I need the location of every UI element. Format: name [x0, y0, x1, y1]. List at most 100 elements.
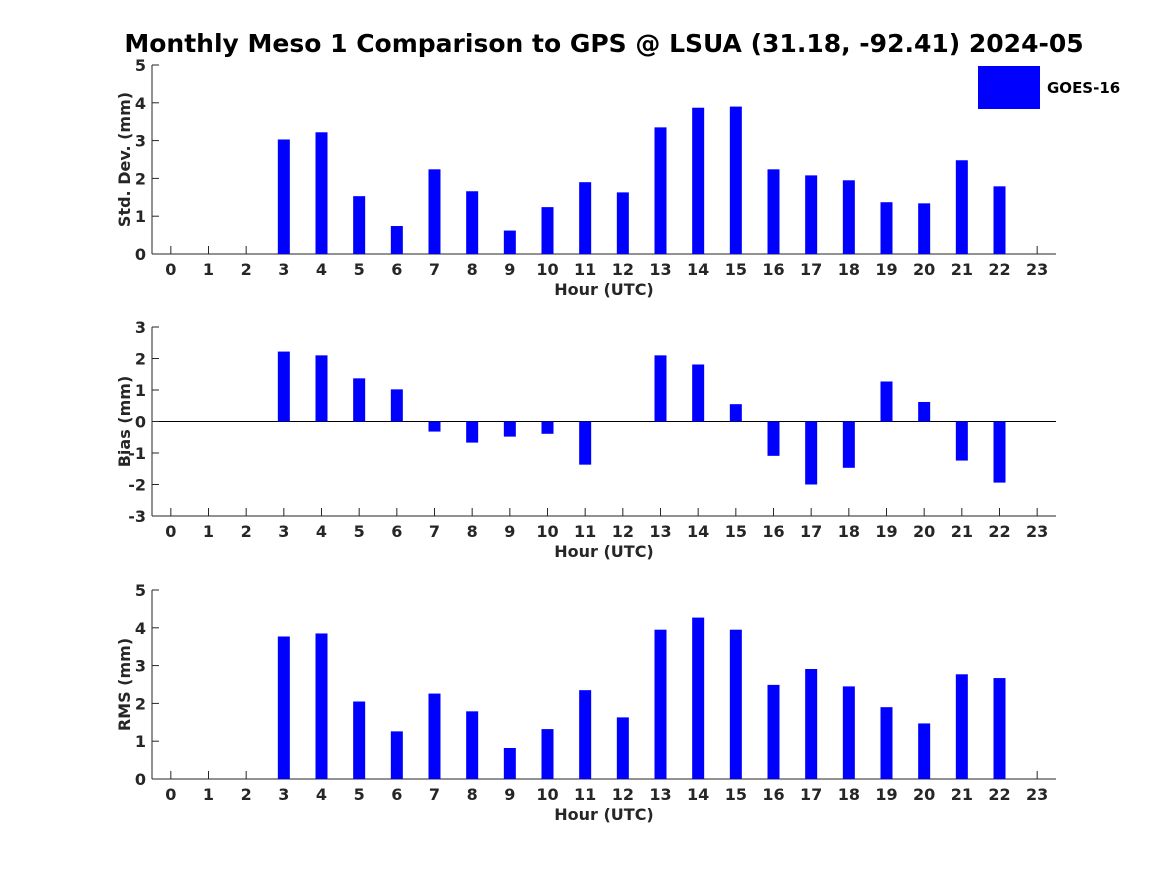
y-tick-label: 3 [135, 318, 146, 337]
x-tick-label: 4 [316, 785, 327, 804]
y-tick-label: 3 [135, 657, 146, 676]
bar-hour-13 [654, 629, 667, 779]
x-tick-label: 14 [687, 785, 709, 804]
x-tick-label: 15 [725, 522, 747, 541]
x-tick-label: 18 [838, 522, 860, 541]
x-tick-label: 17 [800, 260, 822, 279]
y-tick-label: 1 [135, 732, 146, 751]
bar-hour-14 [692, 364, 705, 422]
x-tick-label: 21 [951, 522, 973, 541]
x-tick-label: 19 [875, 260, 897, 279]
y-tick-label: 4 [135, 619, 146, 638]
y-tick-label: -1 [128, 444, 146, 463]
x-tick-label: 5 [354, 522, 365, 541]
bar-hour-22 [993, 678, 1006, 779]
x-axis-label: Hour (UTC) [554, 542, 654, 561]
x-tick-label: 19 [875, 785, 897, 804]
bar-hour-9 [503, 421, 516, 437]
bar-hour-4 [315, 633, 328, 779]
bar-hour-20 [918, 723, 931, 779]
y-axis-label: Bias (mm) [115, 376, 134, 468]
y-tick-label: 2 [135, 169, 146, 188]
bar-hour-3 [277, 139, 290, 254]
x-tick-label: 4 [316, 522, 327, 541]
x-tick-label: 20 [913, 260, 935, 279]
x-tick-label: 0 [165, 785, 176, 804]
bar-hour-7 [428, 169, 441, 254]
bar-hour-8 [466, 711, 479, 779]
x-tick-label: 12 [612, 785, 634, 804]
x-tick-label: 8 [467, 260, 478, 279]
y-tick-label: 3 [135, 132, 146, 151]
x-tick-label: 10 [536, 785, 558, 804]
chart-title: Monthly Meso 1 Comparison to GPS @ LSUA … [124, 29, 1083, 58]
bar-hour-6 [390, 731, 403, 779]
x-tick-label: 7 [429, 260, 440, 279]
x-tick-label: 1 [203, 260, 214, 279]
x-tick-label: 14 [687, 260, 709, 279]
bar-hour-13 [654, 355, 667, 422]
y-axis-label: RMS (mm) [115, 638, 134, 731]
y-tick-label: 2 [135, 350, 146, 369]
bar-hour-12 [616, 717, 629, 779]
x-tick-label: 2 [241, 785, 252, 804]
x-tick-label: 19 [875, 522, 897, 541]
legend-swatch-goes16 [978, 66, 1040, 109]
bar-hour-6 [390, 389, 403, 422]
bar-hour-16 [767, 169, 780, 254]
x-tick-label: 15 [725, 260, 747, 279]
bar-hour-4 [315, 132, 328, 254]
y-tick-label: 0 [135, 245, 146, 264]
x-tick-label: 21 [951, 260, 973, 279]
bar-hour-5 [353, 378, 366, 422]
x-tick-label: 13 [649, 522, 671, 541]
x-tick-label: 3 [278, 522, 289, 541]
x-tick-label: 18 [838, 260, 860, 279]
x-tick-label: 6 [391, 522, 402, 541]
bar-hour-11 [579, 690, 592, 779]
bar-hour-17 [805, 175, 818, 254]
x-axis-label: Hour (UTC) [554, 280, 654, 299]
x-tick-label: 8 [467, 785, 478, 804]
legend-label-goes16: GOES-16 [1047, 79, 1120, 97]
x-tick-label: 17 [800, 785, 822, 804]
y-tick-label: 0 [135, 413, 146, 432]
bar-hour-9 [503, 748, 516, 779]
bar-hour-5 [353, 701, 366, 779]
x-tick-label: 21 [951, 785, 973, 804]
x-tick-label: 3 [278, 785, 289, 804]
x-tick-label: 9 [504, 522, 515, 541]
y-axis-label: Std. Dev. (mm) [115, 92, 134, 227]
x-axis-label: Hour (UTC) [554, 805, 654, 824]
bar-hour-7 [428, 421, 441, 432]
x-tick-label: 16 [762, 260, 784, 279]
x-tick-label: 23 [1026, 260, 1048, 279]
y-tick-label: 5 [135, 56, 146, 75]
x-tick-label: 5 [354, 260, 365, 279]
x-tick-label: 23 [1026, 785, 1048, 804]
bar-hour-7 [428, 693, 441, 779]
bar-hour-10 [541, 421, 554, 434]
bar-hour-16 [767, 684, 780, 779]
x-tick-label: 12 [612, 260, 634, 279]
y-tick-label: 1 [135, 381, 146, 400]
x-tick-label: 16 [762, 785, 784, 804]
x-tick-label: 22 [988, 260, 1010, 279]
bar-hour-8 [466, 421, 479, 443]
x-tick-label: 2 [241, 260, 252, 279]
bar-hour-9 [503, 230, 516, 254]
x-tick-label: 18 [838, 785, 860, 804]
x-tick-label: 11 [574, 522, 596, 541]
x-tick-label: 13 [649, 785, 671, 804]
bar-hour-18 [842, 180, 855, 254]
bar-hour-20 [918, 401, 931, 422]
bar-hour-19 [880, 202, 893, 254]
bar-hour-5 [353, 196, 366, 254]
x-tick-label: 11 [574, 260, 596, 279]
y-tick-label: -3 [128, 507, 146, 526]
bar-hour-16 [767, 421, 780, 456]
